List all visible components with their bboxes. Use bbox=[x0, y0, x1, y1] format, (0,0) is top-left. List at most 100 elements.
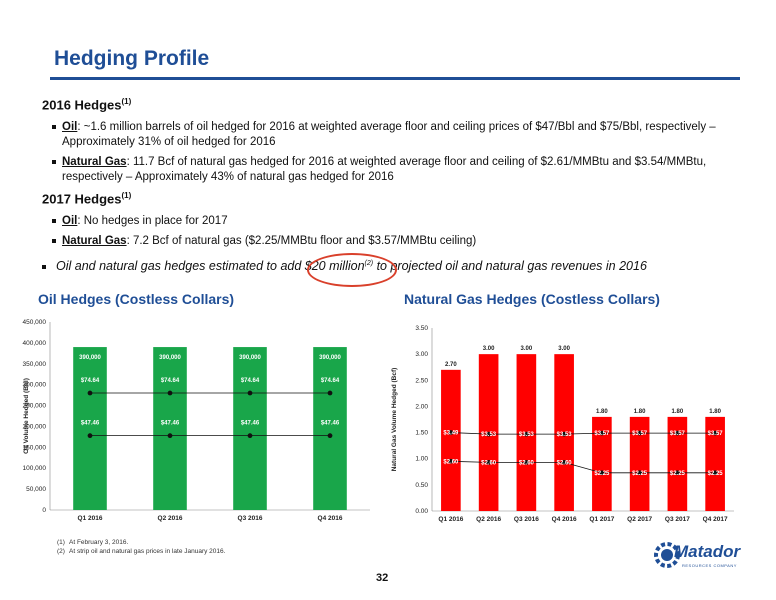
footnote-1-num: (1) bbox=[57, 539, 65, 546]
y-tick-label: 1.50 bbox=[415, 430, 428, 437]
bullet-2017-gas-lead: Natural Gas bbox=[62, 235, 127, 247]
footnote-1-text: At February 3, 2016. bbox=[69, 539, 129, 546]
y-tick-label: 300,000 bbox=[23, 382, 47, 389]
ceiling-price-point bbox=[523, 431, 529, 437]
oil-hedges-chart-svg: 0 50,000 100,000 150,000 200,000 250,000 300,0… bbox=[23, 319, 370, 522]
gas-hedges-chart-svg: 0.00 0.50 1.00 1.50 2.00 2.50 3.00 3.50 Natural … bbox=[391, 325, 734, 523]
y-axis-title: Oil Volume Hedged (Bbl) bbox=[23, 378, 30, 454]
ceiling-price-label: $3.53 bbox=[557, 432, 573, 438]
logo-gear-icon bbox=[654, 542, 680, 568]
ceiling-price-point bbox=[561, 431, 567, 437]
bar-value-label: 2.70 bbox=[445, 362, 457, 368]
floor-price-point bbox=[712, 470, 718, 476]
ceiling-price-label: $74.64 bbox=[81, 378, 100, 384]
ceiling-price-point bbox=[87, 390, 93, 396]
bullet-2016-gas: Natural Gas: 11.7 Bcf of natural gas hed… bbox=[52, 155, 742, 185]
floor-price-point bbox=[87, 433, 93, 439]
y-tick-label: 2.50 bbox=[415, 377, 428, 384]
ceiling-price-line bbox=[450, 432, 716, 435]
matador-logo: Matador RESOURCES COMPANY bbox=[652, 536, 744, 576]
bar bbox=[592, 416, 612, 511]
floor-price-label: $2.60 bbox=[443, 459, 459, 465]
heading-2017-hedges: 2017 Hedges(1) bbox=[42, 191, 131, 206]
x-tick-label: Q2 2016 bbox=[476, 516, 501, 523]
x-tick-label: Q1 2016 bbox=[78, 515, 103, 522]
heading-2016-footnote-ref: (1) bbox=[121, 97, 132, 106]
bullet-2017-oil: Oil: No hedges in place for 2017 bbox=[52, 214, 742, 229]
floor-price-point bbox=[637, 470, 643, 476]
bar-value-label: 390,000 bbox=[319, 355, 341, 361]
floor-price-label: $47.46 bbox=[161, 421, 180, 427]
floor-price-label: $2.25 bbox=[632, 471, 648, 477]
bar bbox=[233, 347, 267, 510]
ceiling-price-point bbox=[637, 430, 643, 436]
bar-value-label: 390,000 bbox=[79, 355, 101, 361]
floor-price-label: $2.60 bbox=[557, 460, 573, 466]
y-tick-label: 0 bbox=[42, 507, 46, 514]
floor-price-point bbox=[674, 470, 680, 476]
y-tick-label: 0.00 bbox=[415, 508, 428, 515]
logo-tagline: RESOURCES COMPANY bbox=[682, 563, 737, 568]
x-tick-label: Q3 2016 bbox=[238, 515, 263, 522]
bar bbox=[629, 416, 650, 511]
bar bbox=[73, 347, 107, 510]
floor-price-point bbox=[523, 459, 529, 465]
bullet-2017-gas-text: : 7.2 Bcf of natural gas ($2.25/MMBtu fl… bbox=[126, 235, 477, 247]
y-tick-label: 3.50 bbox=[415, 325, 428, 332]
y-tick-label: 1.00 bbox=[415, 456, 428, 463]
floor-price-label: $2.25 bbox=[670, 471, 686, 477]
ceiling-price-point bbox=[599, 430, 605, 436]
ceiling-price-label: $3.57 bbox=[670, 431, 686, 437]
bar-value-label: 1.80 bbox=[634, 409, 646, 415]
y-tick-label: 450,000 bbox=[23, 319, 47, 326]
y-tick-label: 400,000 bbox=[23, 340, 47, 347]
oil-hedges-chart: 0 50,000 100,000 150,000 200,000 250,000 300,0… bbox=[18, 315, 374, 527]
floor-price-label: $47.46 bbox=[241, 421, 260, 427]
bar-value-label: 1.80 bbox=[596, 409, 608, 415]
ceiling-price-point bbox=[247, 390, 253, 396]
floor-price-label: $2.60 bbox=[519, 460, 535, 466]
bar-value-label: 1.80 bbox=[709, 409, 721, 415]
bar bbox=[667, 416, 688, 511]
x-tick-label: Q4 2016 bbox=[552, 516, 577, 523]
bullet-marker bbox=[52, 160, 56, 164]
bar-value-label: 3.00 bbox=[521, 346, 533, 352]
bullet-2016-gas-text: : 11.7 Bcf of natural gas hedged for 201… bbox=[62, 156, 707, 183]
y-tick-label: 200,000 bbox=[23, 423, 47, 430]
floor-price-label: $47.46 bbox=[321, 421, 340, 427]
floor-price-label: $2.25 bbox=[708, 471, 724, 477]
bullet-2017-oil-text: : No hedges in place for 2017 bbox=[77, 215, 228, 227]
ceiling-price-label: $3.57 bbox=[594, 431, 610, 437]
ceiling-price-label: $3.57 bbox=[708, 431, 724, 437]
x-tick-label: Q1 2017 bbox=[589, 516, 614, 523]
x-tick-label: Q4 2016 bbox=[318, 515, 343, 522]
floor-price-point bbox=[486, 459, 492, 465]
ceiling-price-point bbox=[712, 430, 718, 436]
bullet-2017-oil-lead: Oil bbox=[62, 215, 78, 227]
floor-price-label: $2.25 bbox=[594, 471, 610, 477]
x-tick-label: Q3 2016 bbox=[514, 516, 539, 523]
bar bbox=[705, 416, 725, 511]
heading-2017-footnote-ref: (1) bbox=[121, 191, 132, 200]
x-tick-label: Q4 2017 bbox=[703, 516, 728, 523]
ceiling-price-label: $3.49 bbox=[443, 431, 459, 437]
bullet-2017-gas: Natural Gas: 7.2 Bcf of natural gas ($2.… bbox=[52, 234, 742, 249]
bullet-marker bbox=[52, 219, 56, 223]
floor-price-label: $2.60 bbox=[481, 460, 497, 466]
logo-wordmark: Matador bbox=[674, 542, 741, 561]
bar bbox=[153, 347, 187, 510]
bar-value-label: 3.00 bbox=[558, 346, 570, 352]
bar-value-label: 3.00 bbox=[483, 346, 495, 352]
bar-value-label: 1.80 bbox=[672, 409, 684, 415]
x-tick-label: Q1 2016 bbox=[438, 516, 463, 523]
footnote-2-num: (2) bbox=[57, 548, 65, 555]
y-tick-label: 100,000 bbox=[23, 465, 47, 472]
ceiling-price-point bbox=[327, 390, 333, 396]
floor-price-point bbox=[247, 433, 253, 439]
footnote-1: (1) At February 3, 2016. bbox=[57, 539, 128, 546]
floor-price-point bbox=[448, 458, 454, 464]
bullet-2016-oil: Oil: ~1.6 million barrels of oil hedged … bbox=[52, 120, 742, 150]
ceiling-price-point bbox=[448, 430, 454, 435]
bar bbox=[441, 369, 461, 511]
x-tick-label: Q2 2016 bbox=[158, 515, 183, 522]
